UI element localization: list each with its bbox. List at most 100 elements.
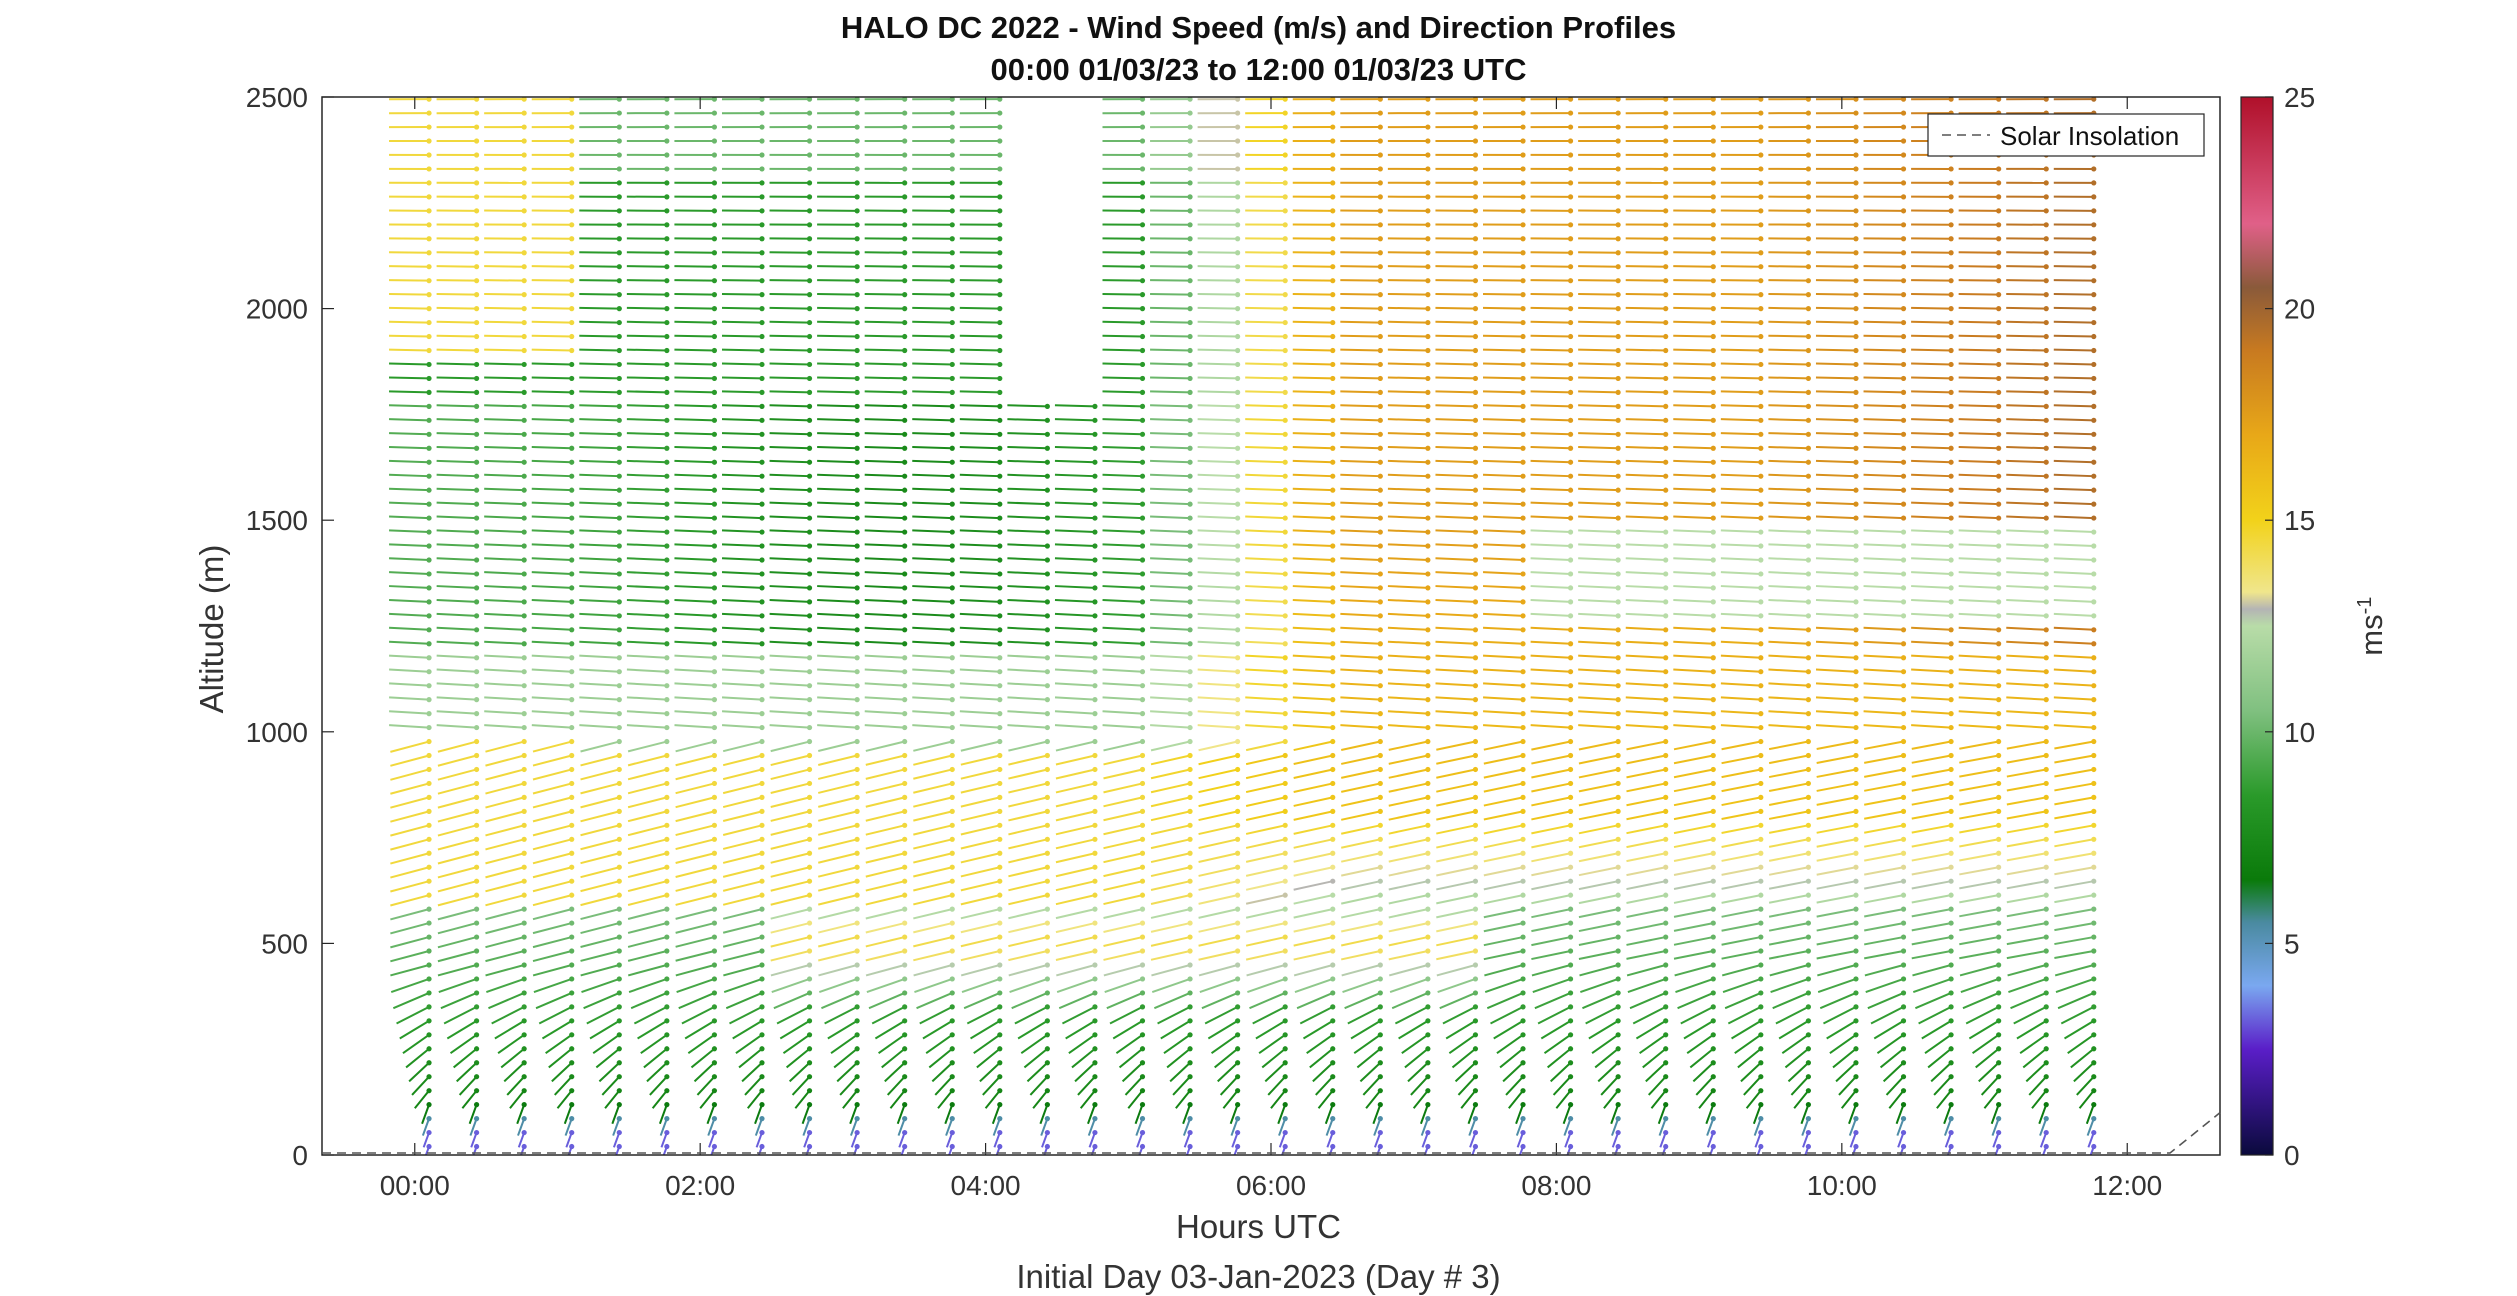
wind-barb bbox=[1531, 697, 1571, 699]
wind-barb-head bbox=[1330, 837, 1335, 842]
wind-barb-head bbox=[1901, 362, 1906, 367]
wind-barb bbox=[484, 670, 524, 672]
wind-barb-head bbox=[1473, 865, 1478, 870]
wind-barb bbox=[821, 993, 857, 1008]
wind-barb bbox=[438, 965, 477, 975]
wind-barb bbox=[438, 769, 477, 779]
wind-barb-head bbox=[569, 362, 574, 367]
wind-barb bbox=[532, 697, 572, 699]
wind-barb bbox=[674, 656, 714, 658]
wind-barb-head bbox=[1616, 460, 1621, 465]
wind-barb bbox=[485, 909, 524, 919]
wind-barb bbox=[627, 530, 667, 532]
wind-barb-head bbox=[902, 1004, 907, 1009]
wind-barb-head bbox=[664, 250, 669, 255]
wind-barb-head bbox=[1568, 976, 1573, 981]
wind-barb bbox=[389, 280, 429, 281]
wind-barb bbox=[1830, 1035, 1856, 1053]
wind-barb-head bbox=[807, 152, 812, 157]
wind-barb-head bbox=[1187, 809, 1192, 814]
wind-barb bbox=[1341, 881, 1380, 889]
wind-barb-head bbox=[1948, 1018, 1953, 1023]
wind-barb bbox=[1340, 447, 1380, 448]
wind-barb-head bbox=[997, 180, 1002, 185]
wind-barb-head bbox=[712, 879, 717, 884]
wind-barb-head bbox=[997, 809, 1002, 814]
wind-barb-head bbox=[712, 907, 717, 912]
wind-barb-head bbox=[522, 655, 527, 660]
wind-barb-head bbox=[474, 488, 479, 493]
wind-barb-head bbox=[1187, 432, 1192, 437]
wind-barb bbox=[1008, 811, 1047, 820]
wind-barb bbox=[1626, 336, 1666, 337]
wind-barb-head bbox=[1092, 976, 1097, 981]
wind-barb-head bbox=[1140, 376, 1145, 381]
wind-barb-head bbox=[1711, 264, 1716, 269]
wind-barb-head bbox=[569, 180, 574, 185]
wind-barb-head bbox=[1283, 543, 1288, 548]
wind-barb-head bbox=[1616, 1046, 1621, 1051]
wind-barb bbox=[627, 572, 667, 574]
wind-barb bbox=[1912, 755, 1951, 762]
wind-barb-head bbox=[997, 879, 1002, 884]
wind-barb bbox=[1015, 1007, 1047, 1024]
wind-barb-head bbox=[1473, 920, 1478, 925]
wind-barb-head bbox=[807, 418, 812, 423]
wind-barb-head bbox=[1378, 571, 1383, 576]
wind-barb-head bbox=[617, 1018, 622, 1023]
wind-barb bbox=[484, 419, 524, 420]
wind-barb-head bbox=[1758, 976, 1763, 981]
wind-barb-head bbox=[1948, 865, 1953, 870]
wind-barb-head bbox=[617, 990, 622, 995]
wind-barb-head bbox=[1378, 222, 1383, 227]
wind-barb-head bbox=[522, 1060, 527, 1065]
wind-barb-head bbox=[426, 334, 431, 339]
wind-barb bbox=[444, 1007, 476, 1024]
wind-barb-head bbox=[1853, 837, 1858, 842]
wind-barb bbox=[484, 697, 524, 699]
wind-barb bbox=[1959, 725, 1999, 727]
wind-barb-head bbox=[1568, 907, 1573, 912]
wind-barb bbox=[1435, 503, 1475, 505]
wind-barb-head bbox=[807, 306, 812, 311]
wind-barb bbox=[1816, 475, 1856, 476]
wind-barb bbox=[960, 280, 1000, 281]
wind-barb bbox=[912, 364, 952, 365]
wind-barb bbox=[913, 951, 952, 960]
wind-barb-head bbox=[1283, 110, 1288, 115]
wind-barb-head bbox=[1711, 627, 1716, 632]
wind-barb-head bbox=[569, 138, 574, 143]
wind-barb bbox=[1484, 951, 1523, 959]
wind-barb bbox=[1483, 683, 1523, 685]
wind-barb bbox=[1864, 364, 1904, 365]
wind-barb-head bbox=[1283, 138, 1288, 143]
wind-barb bbox=[438, 783, 477, 793]
wind-barb-head bbox=[1378, 460, 1383, 465]
wind-barb-head bbox=[522, 697, 527, 702]
wind-barb-head bbox=[1996, 1102, 2001, 1107]
wind-barb bbox=[539, 1007, 571, 1024]
wind-barb-head bbox=[1425, 865, 1430, 870]
wind-barb-head bbox=[759, 879, 764, 884]
wind-barb bbox=[1150, 377, 1190, 378]
wind-barb bbox=[484, 433, 524, 434]
wind-barb-head bbox=[474, 1060, 479, 1065]
wind-barb bbox=[1531, 266, 1571, 267]
wind-barb-head bbox=[664, 655, 669, 660]
wind-barb-head bbox=[807, 515, 812, 520]
wind-barb-head bbox=[712, 138, 717, 143]
wind-barb-head bbox=[1330, 879, 1335, 884]
wind-barb-head bbox=[1235, 1088, 1240, 1093]
wind-barb-head bbox=[1520, 1144, 1525, 1149]
wind-barb-head bbox=[1853, 599, 1858, 604]
wind-barb bbox=[1769, 909, 1808, 917]
wind-barb bbox=[1150, 697, 1190, 699]
wind-barb-head bbox=[1140, 907, 1145, 912]
wind-barb-head bbox=[712, 278, 717, 283]
wind-barb-head bbox=[1283, 948, 1288, 953]
wind-barb-head bbox=[997, 390, 1002, 395]
wind-barb-head bbox=[1283, 152, 1288, 157]
wind-barb bbox=[1531, 811, 1570, 819]
wind-barb-head bbox=[1711, 1088, 1716, 1093]
wind-barb bbox=[1913, 979, 1951, 992]
